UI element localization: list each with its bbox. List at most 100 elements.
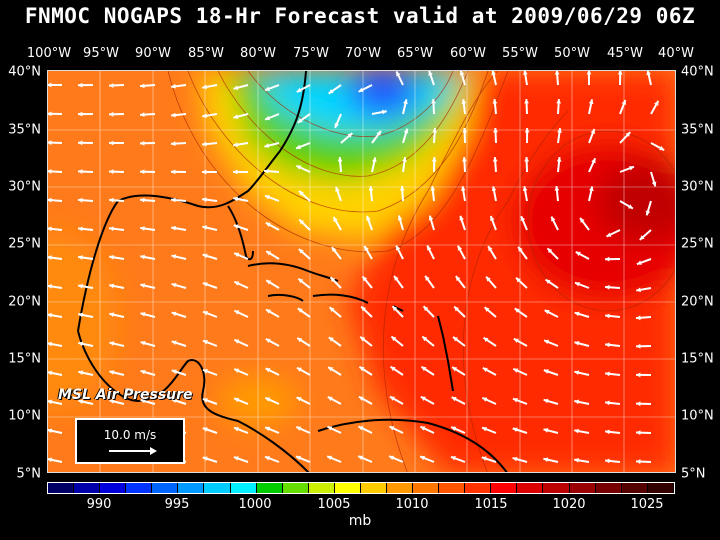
colorbar-segment (543, 483, 570, 493)
wind-arrow-head (265, 426, 271, 432)
wind-arrow-head (109, 197, 114, 203)
wind-arrow-head (491, 186, 497, 192)
wind-arrow-head (265, 338, 271, 344)
wind-arrow-head (327, 426, 333, 431)
wind-arrow-head (140, 312, 146, 317)
wind-arrow-head (389, 455, 395, 461)
wind-arrow-head (545, 279, 551, 285)
wind-arrow-head (140, 398, 146, 404)
colorbar-segment (647, 483, 674, 493)
wind-arrow-head (233, 142, 238, 148)
lon-label: 45°W (607, 46, 643, 61)
wind-arrow-head (574, 370, 580, 375)
wind-arrow-head (556, 157, 562, 162)
colorbar-segment (204, 483, 231, 493)
lon-label: 40°W (658, 46, 694, 61)
lat-label: 40°N (681, 64, 714, 80)
wind-arrow-head (78, 399, 84, 404)
colorbar-segment (569, 483, 596, 493)
wind-arrow-head (266, 309, 272, 314)
wind-arrow-head (512, 427, 518, 433)
wind-arrow-head (574, 428, 579, 434)
wind-arrow-head (524, 99, 529, 104)
wind-arrow-head (299, 219, 305, 225)
wind-arrow-head (234, 252, 240, 258)
lat-label: 30°N (8, 179, 41, 195)
wind-arrow-head (202, 282, 208, 287)
wind-arrow-head (543, 457, 549, 463)
wind-arrow-head (264, 168, 269, 174)
wind-arrow-head (636, 430, 641, 436)
wind-arrow-head (297, 308, 303, 313)
wind-arrow-head (171, 197, 176, 203)
hispaniola-coast (312, 293, 369, 304)
wind-arrow-head (78, 197, 83, 203)
wind-arrow-head (297, 118, 303, 123)
wind-arrow-head (389, 396, 395, 401)
wind-arrow-head (636, 372, 641, 378)
wind-arrow-head (636, 315, 641, 321)
isobar (383, 71, 499, 472)
wind-arrow-head (580, 217, 585, 223)
wind-arrow-head (524, 157, 530, 162)
wind-arrow-head (202, 369, 208, 374)
wind-arrow-head (396, 71, 401, 77)
wind-arrow-head (202, 225, 208, 230)
colorbar-segment (621, 483, 648, 493)
lat-label: 20°N (8, 294, 41, 310)
colorbar-segment (256, 483, 283, 493)
wind-arrow-head (574, 311, 580, 317)
wind-arrow-head (574, 282, 580, 287)
lesser-antilles (437, 315, 454, 392)
wind-arrow-head (522, 71, 528, 75)
wind-arrow-head (48, 140, 52, 146)
wind-arrow-head (233, 196, 239, 202)
wind-arrow-head (298, 248, 304, 254)
wind-arrow-head (358, 87, 364, 92)
lon-label: 100°W (26, 46, 72, 61)
wind-arrow-head (140, 226, 145, 231)
wind-arrow-head (48, 197, 52, 203)
jamaica-coast (267, 293, 304, 302)
wind-arrow-head (659, 145, 665, 151)
wind-arrow-head (234, 310, 240, 315)
wind-arrow-head (331, 247, 337, 253)
wind-arrow-head (140, 254, 146, 260)
wind-arrow-head (140, 197, 145, 203)
pressure-field-svg (48, 71, 675, 472)
colorbar-segment (334, 483, 361, 493)
wind-arrow-head (48, 428, 53, 434)
wind-arrow-head (78, 255, 83, 260)
wind-arrow-head (266, 251, 272, 256)
wind-arrow-head (460, 186, 466, 191)
wind-arrow-head (605, 371, 610, 377)
central-america-coast (77, 330, 310, 472)
wind-arrow-head (78, 312, 84, 318)
field-label: MSL Air Pressure (58, 387, 193, 403)
wind-arrow-head (202, 84, 207, 90)
wind-arrow-head (171, 282, 177, 288)
wind-arrow-head (421, 366, 427, 372)
wind-arrow-head (484, 307, 490, 312)
wind-arrow-head (358, 396, 364, 401)
wind-arrow-head (425, 275, 430, 281)
puerto-rico-coast (392, 305, 404, 312)
wind-arrow-head (202, 113, 207, 119)
graticule (48, 71, 675, 472)
wind-arrow-head (358, 426, 364, 431)
wind-arrow-head (605, 429, 610, 435)
colorbar-tick: 1000 (238, 497, 272, 512)
wind-arrow-head (574, 341, 580, 346)
colorbar-segment (465, 483, 492, 493)
lat-label: 35°N (8, 122, 41, 138)
wind-arrow-head (335, 186, 340, 192)
wind-arrow-head (361, 306, 367, 312)
wind-arrow-head (140, 112, 145, 118)
wind-arrow-head (432, 128, 438, 133)
wind-arrow-head (481, 426, 487, 432)
pressure-colorbar (47, 482, 675, 494)
isobar (463, 110, 569, 472)
wind-arrow-head (233, 169, 238, 175)
wind-arrow-head (328, 367, 334, 372)
